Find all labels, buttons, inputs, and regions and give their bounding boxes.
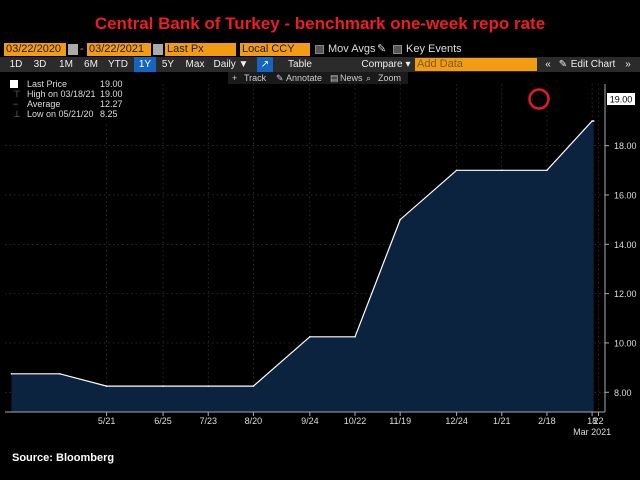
last-price-value: 19.00 [100, 79, 123, 89]
x-tick-label: 22 [594, 416, 604, 426]
low-value: 8.25 [100, 109, 118, 119]
calendar-icon[interactable] [153, 44, 163, 55]
y-tick-label: 18.00 [614, 141, 637, 151]
x-tick-label: 8/20 [245, 416, 263, 426]
data-point [207, 385, 209, 387]
average-value: 12.27 [100, 99, 123, 109]
data-point [10, 373, 13, 375]
average-label: Average [27, 99, 61, 109]
area-fill [11, 121, 594, 412]
add-data-input[interactable]: Add Data [415, 58, 537, 71]
data-point [501, 169, 503, 172]
high-marker-icon: ⊤ [13, 89, 21, 99]
source-note: Source: Bloomberg [12, 452, 115, 464]
x-tick-label: 9/24 [301, 416, 319, 426]
data-point [592, 120, 595, 122]
currency-select[interactable]: Local CCY [240, 43, 310, 56]
edit-chart-button[interactable]: Edit Chart [570, 59, 616, 70]
date-toolbar: 03/22/2020 - 03/22/2021 Last Px Local CC… [0, 41, 640, 57]
data-point [455, 169, 458, 172]
range-6m[interactable]: 6M [84, 59, 98, 70]
table-button[interactable]: Table [288, 59, 312, 70]
data-points [10, 120, 595, 387]
pencil-icon[interactable]: ✎ [377, 43, 387, 55]
x-tick-label: 10/22 [344, 416, 367, 426]
x-tick-label: 18 [587, 416, 597, 426]
last-price-swatch [10, 80, 18, 88]
range-5y[interactable]: 5Y [161, 59, 175, 70]
news-button[interactable]: News [340, 73, 363, 83]
y-axis: 8.00 10.00 12.00 14.00 16.00 18.00 [604, 84, 637, 412]
data-point [59, 373, 61, 375]
frequency-select[interactable]: Daily ▼ [213, 59, 249, 70]
data-point [354, 336, 356, 338]
x-tick-label: 11/19 [389, 416, 411, 426]
range-1d[interactable]: 1D [9, 59, 23, 70]
key-events-checkbox[interactable] [393, 45, 402, 54]
zoom-button[interactable]: Zoom [378, 73, 402, 83]
x-tick-label: 6/25 [154, 416, 172, 426]
cursor-icon[interactable]: + [232, 73, 238, 83]
y-tick-label: 16.00 [614, 190, 637, 200]
collapse-icon[interactable]: « [545, 59, 551, 70]
x-axis: 5/21 6/25 7/23 8/20 9/24 10/22 11/19 12/24 1/21 2… [5, 411, 611, 437]
data-point [546, 169, 548, 172]
x-tick-label: 1/21 [493, 416, 511, 426]
x-tick-label: 7/23 [199, 416, 217, 426]
range-max[interactable]: Max [185, 59, 205, 70]
start-date-field[interactable]: 03/22/2020 [4, 43, 66, 56]
mov-avgs-label: Mov Avgs [328, 43, 376, 55]
chart-plot: 8.00 10.00 12.00 14.00 16.00 18.00 5/21 6/25 7/… [5, 84, 637, 437]
highlight-circle [528, 88, 550, 110]
chart-tools: + Track ✎ Annotate ▤ News ⌕ Zoom [228, 72, 408, 84]
key-events-label: Key Events [406, 43, 462, 55]
compare-dropdown-icon[interactable]: ▾ [405, 59, 411, 70]
header: Central Bank of Turkey - benchmark one-w… [0, 0, 640, 40]
compare-button[interactable]: Compare [361, 59, 403, 70]
pencil-icon[interactable]: ✎ [558, 59, 568, 70]
y-tick-label: 10.00 [614, 338, 637, 348]
data-point [591, 120, 593, 122]
range-ytd[interactable]: YTD [108, 59, 128, 70]
range-1y[interactable]: 1Y [134, 57, 156, 72]
legend: Last Price 19.00 ⊤ High on 03/18/21 19.0… [8, 79, 123, 123]
y-tick-label: 12.00 [614, 289, 637, 299]
low-marker-icon: ⊥ [13, 109, 21, 119]
mov-avgs-checkbox[interactable] [315, 45, 324, 54]
last-price-label: Last Price [27, 79, 68, 89]
high-label: High on 03/18/21 [27, 89, 96, 99]
data-point [399, 218, 402, 221]
range-3d[interactable]: 3D [33, 59, 47, 70]
x-sub-label: Mar 2021 [573, 427, 611, 437]
low-label: Low on 05/21/20 [27, 109, 94, 119]
price-line [11, 120, 594, 387]
x-tick-label: 12/24 [445, 416, 468, 426]
last-value-label: 19.00 [610, 95, 633, 105]
high-value: 19.00 [100, 89, 123, 99]
pencil-icon[interactable]: ✎ [276, 73, 284, 83]
range-1m[interactable]: 1M [59, 59, 73, 70]
field-select[interactable]: Last Px [165, 43, 236, 56]
chart-title: Central Bank of Turkey - benchmark one-w… [94, 14, 546, 33]
data-point [105, 385, 108, 387]
expand-icon[interactable]: » [625, 59, 631, 70]
data-point [309, 336, 311, 338]
y-tick-label: 14.00 [614, 240, 637, 250]
range-toolbar: 1D 3D 1M 6M YTD 1Y 5Y Max Daily ▼ ↗ Tabl… [0, 57, 640, 72]
average-marker-icon: − [13, 99, 19, 109]
y-tick-label: 8.00 [614, 388, 632, 398]
line-chart-icon[interactable]: ↗ [257, 57, 273, 72]
end-date-field[interactable]: 03/22/2021 [87, 43, 151, 56]
news-icon[interactable]: ▤ [330, 73, 339, 83]
data-point [252, 385, 255, 387]
last-value-tag [607, 93, 635, 105]
calendar-icon[interactable] [68, 44, 78, 55]
annotate-button[interactable]: Annotate [286, 73, 323, 83]
track-button[interactable]: Track [244, 73, 267, 83]
data-point [162, 385, 164, 387]
date-separator: - [80, 43, 84, 55]
x-tick-label: 2/18 [538, 416, 556, 426]
x-tick-label: 5/21 [98, 416, 116, 426]
zoom-icon[interactable]: ⌕ [366, 73, 372, 83]
